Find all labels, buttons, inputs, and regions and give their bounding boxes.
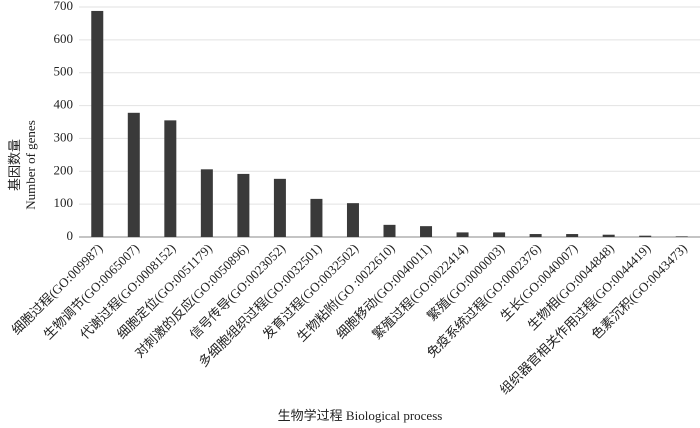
x-axis-title: 生物学过程 Biological process	[278, 408, 443, 423]
bar	[91, 10, 104, 238]
y-tick-label: 0	[67, 228, 74, 243]
bar	[602, 234, 615, 237]
y-tick-label: 100	[54, 195, 74, 210]
bar	[529, 234, 542, 237]
bar	[493, 232, 506, 237]
y-tick-label: 300	[54, 129, 74, 144]
bar	[639, 235, 652, 237]
y-tick-label: 400	[54, 97, 74, 112]
y-axis-title-en: Number of genes	[23, 120, 38, 210]
y-tick-label: 600	[54, 31, 74, 46]
bar	[200, 169, 213, 237]
y-axis-title: 基因数量 Number of genes	[7, 120, 38, 210]
bar	[346, 203, 359, 237]
bar	[237, 173, 250, 237]
y-tick-label: 700	[54, 0, 74, 13]
y-axis-title-cn: 基因数量	[7, 139, 22, 191]
bar	[310, 198, 323, 237]
bar	[164, 120, 177, 237]
bar	[675, 236, 688, 237]
y-tick-label: 500	[54, 64, 74, 79]
bar	[273, 178, 286, 237]
bar	[383, 224, 396, 237]
bar	[456, 232, 469, 237]
bar	[420, 226, 433, 237]
bar	[566, 234, 579, 237]
bar	[127, 112, 140, 237]
y-tick-label: 200	[54, 162, 74, 177]
